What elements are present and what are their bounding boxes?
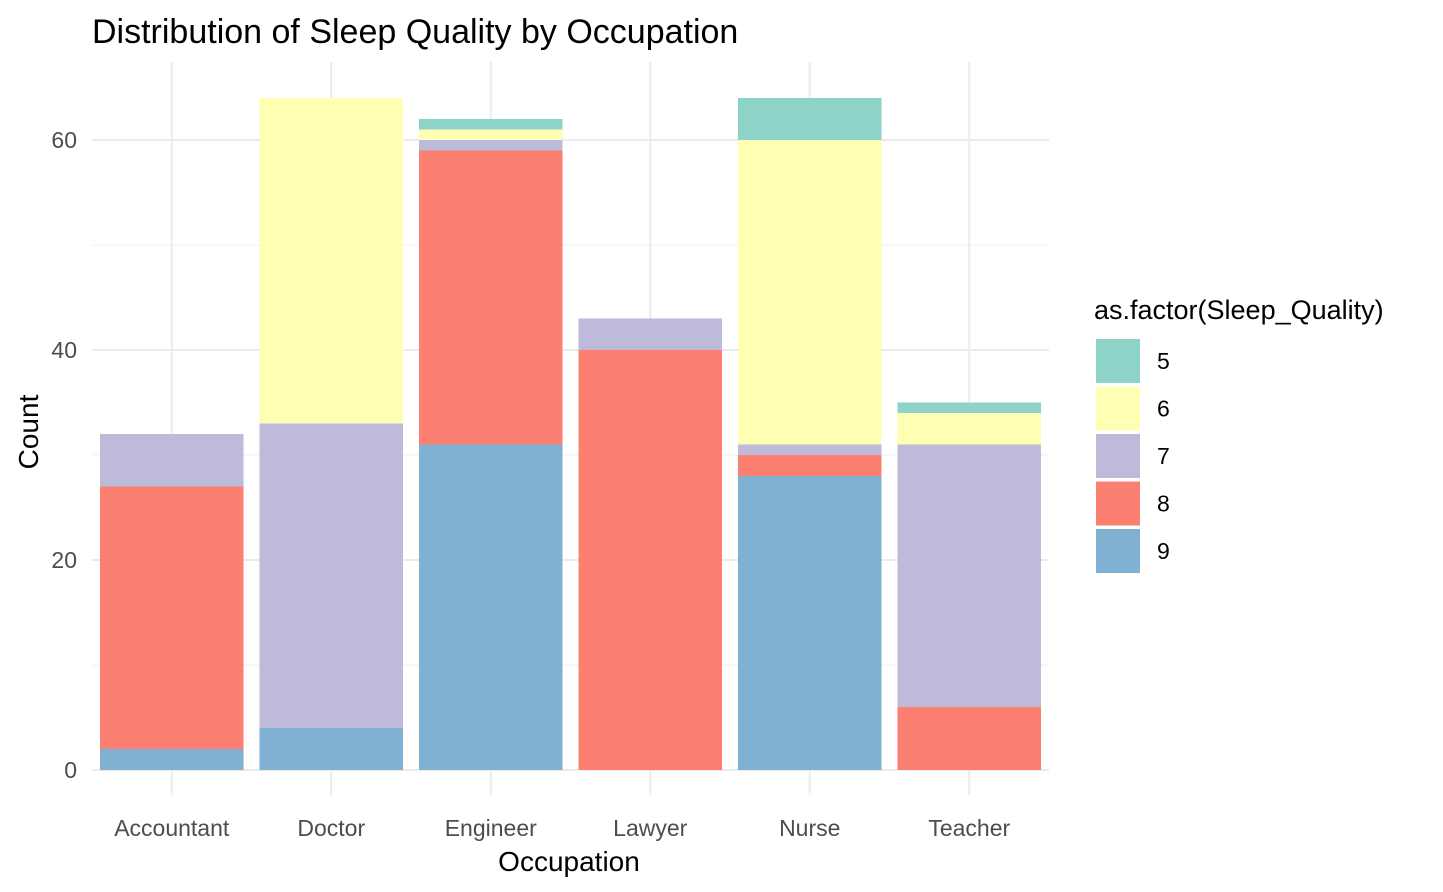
x-tick-label: Lawyer [613,815,687,841]
x-axis-title: Occupation [498,846,640,877]
legend-key [1096,434,1140,478]
x-tick-label: Accountant [114,815,230,841]
x-tick-label: Teacher [928,815,1010,841]
y-tick-label: 60 [51,127,77,153]
legend-label: 9 [1157,538,1170,564]
bar-segment [418,140,563,151]
legend-title: as.factor(Sleep_Quality) [1094,295,1384,325]
bar-segment [897,707,1042,770]
legend-label: 7 [1157,443,1170,469]
legend-label: 6 [1157,396,1170,422]
bar-segment [259,98,404,424]
bar-segment [737,98,882,140]
bar-segment [99,434,244,487]
y-axis-title: Count [13,394,44,469]
bars [99,98,1042,770]
bar-segment [897,444,1042,707]
bar-segment [418,119,563,130]
legend-key [1096,386,1140,431]
bar-segment [578,350,723,770]
bar-segment [259,423,404,728]
bar-segment [737,444,882,455]
legend: as.factor(Sleep_Quality) 5 6 7 8 9 [1094,295,1384,573]
bar-segment [418,444,563,770]
x-tick-label: Engineer [445,815,537,841]
bar-segment [99,749,244,770]
bar-segment [259,728,404,770]
x-tick-label: Doctor [297,815,365,841]
legend-key [1096,481,1140,526]
bar-segment [418,129,563,140]
bar-segment [737,476,882,770]
legend-label: 5 [1157,348,1170,374]
bar-segment [578,318,723,350]
chart-title: Distribution of Sleep Quality by Occupat… [92,13,738,51]
bar-segment [737,140,882,445]
bar-segment [418,150,563,445]
y-tick-label: 20 [51,547,77,573]
x-tick-label: Nurse [779,815,840,841]
bar-segment [737,455,882,476]
bar-segment [897,402,1042,413]
y-tick-label: 0 [64,757,77,783]
y-tick-label: 40 [51,337,77,363]
tick-labels: 0 20 40 60 Accountant Doctor Engineer Lawyer Nur… [51,127,1010,841]
bar-segment [897,413,1042,445]
legend-key [1096,529,1140,573]
bar-segment [99,486,244,749]
legend-key [1096,339,1140,383]
legend-label: 8 [1157,491,1170,517]
